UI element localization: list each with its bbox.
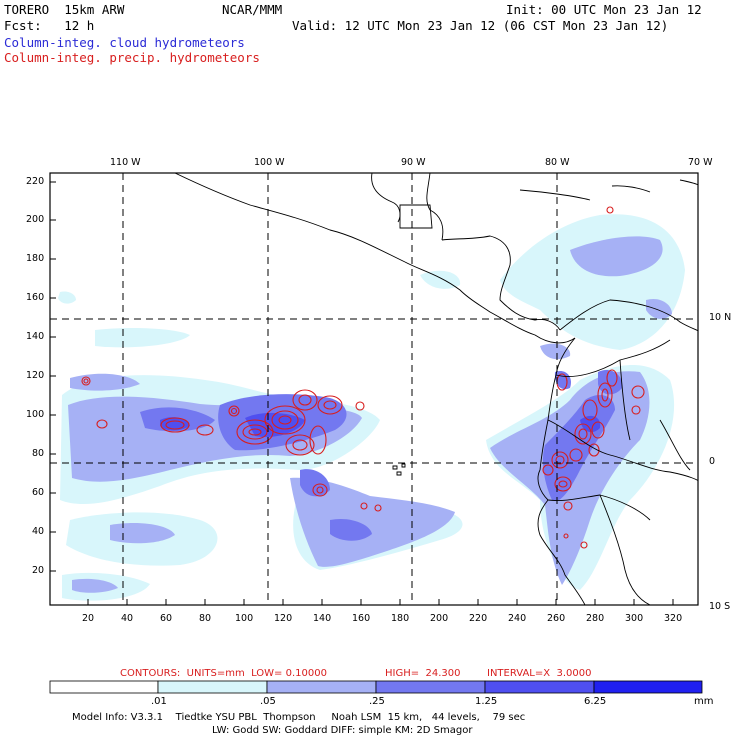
lon-label-70w: 70 W — [688, 157, 713, 168]
x-tick-180: 180 — [391, 613, 410, 624]
x-tick-220: 220 — [469, 613, 488, 624]
x-tick-240: 240 — [508, 613, 527, 624]
y-tick-60: 60 — [32, 487, 45, 498]
init-time: Init: 00 UTC Mon 23 Jan 12 — [506, 2, 702, 17]
y-tick-140: 140 — [26, 331, 45, 342]
axis-ticks — [50, 181, 674, 605]
x-tick-40: 40 — [121, 613, 134, 624]
lon-label-90w: 90 W — [401, 157, 426, 168]
x-tick-20: 20 — [82, 613, 95, 624]
x-tick-120: 120 — [274, 613, 293, 624]
precip-contours — [81, 206, 645, 549]
organization-label: NCAR/MMM — [222, 2, 283, 17]
model-info-line2: LW: Godd SW: Goddard DIFF: simple KM: 2D… — [212, 725, 473, 736]
y-tick-160: 160 — [26, 292, 45, 303]
x-tick-200: 200 — [430, 613, 449, 624]
x-tick-320: 320 — [664, 613, 683, 624]
colorbar-label-0: .01 — [151, 696, 167, 707]
lat-label-0: 0 — [709, 456, 716, 467]
y-tick-180: 180 — [26, 253, 45, 264]
x-tick-60: 60 — [160, 613, 173, 624]
y-tick-200: 200 — [26, 214, 45, 225]
map-frame — [49, 172, 699, 606]
cloud-field-label: Column-integ. cloud hydrometeors — [4, 35, 245, 50]
valid-time: Valid: 12 UTC Mon 23 Jan 12 (06 CST Mon … — [292, 18, 669, 33]
x-tick-280: 280 — [586, 613, 605, 624]
lon-label-100w: 100 W — [254, 157, 285, 168]
colorbar-label-1: .05 — [260, 696, 276, 707]
x-tick-140: 140 — [313, 613, 332, 624]
model-title: TORERO 15km ARW — [4, 2, 125, 17]
contour-info: CONTOURS: UNITS=mm LOW= 0.10000 — [120, 668, 327, 679]
x-tick-160: 160 — [352, 613, 371, 624]
x-tick-80: 80 — [199, 613, 212, 624]
contour-interval: INTERVAL=X 3.0000 — [487, 668, 592, 679]
precip-field-label: Column-integ. precip. hydrometeors — [4, 50, 260, 65]
lon-label-80w: 80 W — [545, 157, 570, 168]
graticule — [50, 173, 698, 605]
lat-label-10n: 10 N — [709, 312, 732, 323]
lat-label-10s: 10 S — [709, 601, 731, 612]
contour-high: HIGH= 24.300 — [385, 668, 461, 679]
colorbar-label-3: 1.25 — [475, 696, 498, 707]
coastlines — [174, 173, 698, 605]
colorbar-label-4: 6.25 — [584, 696, 607, 707]
x-tick-300: 300 — [625, 613, 644, 624]
colorbar-label-2: .25 — [369, 696, 385, 707]
y-tick-100: 100 — [26, 409, 45, 420]
model-info-line1: Model Info: V3.3.1 Tiedtke YSU PBL Thomp… — [72, 712, 526, 723]
y-tick-220: 220 — [26, 176, 45, 187]
colorbar-unit: mm — [694, 696, 714, 707]
y-tick-40: 40 — [32, 526, 45, 537]
y-tick-120: 120 — [26, 370, 45, 381]
hydrometeor-shading — [50, 173, 698, 605]
lon-label-110w: 110 W — [110, 157, 141, 168]
x-tick-260: 260 — [547, 613, 566, 624]
y-tick-80: 80 — [32, 448, 45, 459]
y-tick-20: 20 — [32, 565, 45, 576]
forecast-hour: Fcst: 12 h — [4, 18, 95, 33]
x-tick-100: 100 — [235, 613, 254, 624]
colorbar — [49, 680, 703, 694]
